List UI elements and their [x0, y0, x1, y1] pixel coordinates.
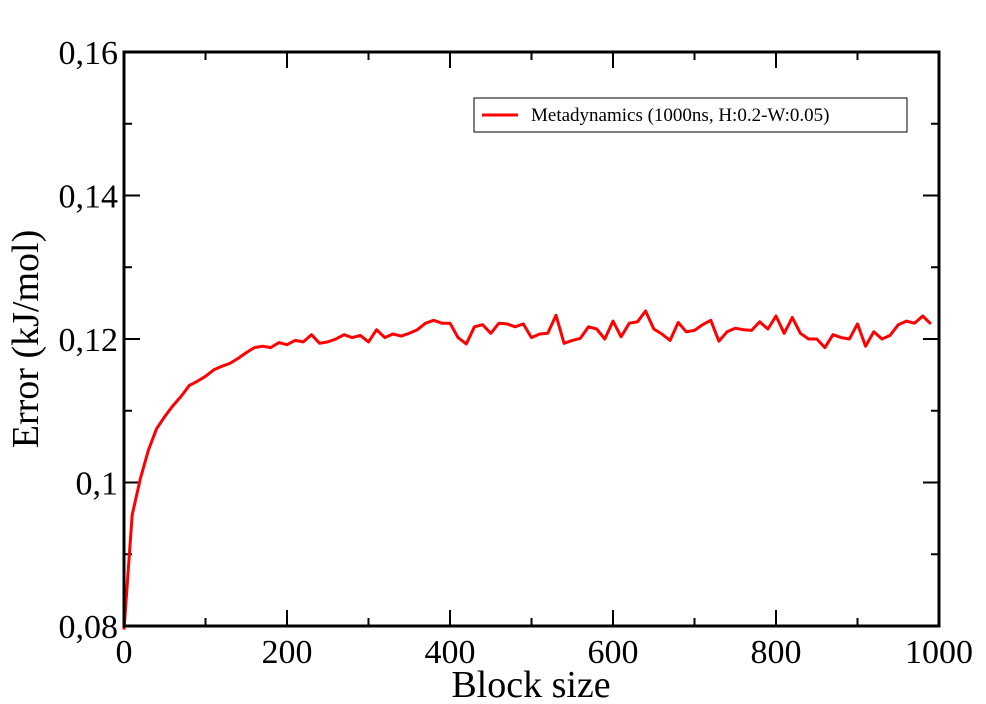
x-tick-label: 800	[751, 634, 802, 671]
x-tick-label: 200	[262, 634, 313, 671]
x-tick-label: 600	[588, 634, 639, 671]
y-tick-label: 0,1	[76, 466, 119, 503]
legend-label: Metadynamics (1000ns, H:0.2-W:0.05)	[531, 105, 830, 126]
legend: Metadynamics (1000ns, H:0.2-W:0.05)	[473, 97, 908, 133]
y-tick-label: 0,08	[59, 609, 119, 646]
series-layer	[122, 309, 932, 630]
x-tick-label: 400	[425, 634, 476, 671]
legend-box	[473, 97, 908, 133]
series-line-0	[122, 309, 932, 630]
y-tick-label: 0,16	[59, 35, 119, 72]
y-tick-label: 0,12	[59, 322, 119, 359]
x-axis-title: Block size	[451, 664, 610, 704]
y-axis-title: Error (kJ/mol)	[5, 230, 47, 448]
x-tick-label: 1000	[905, 634, 973, 671]
tick-labels: 0 200 400 600 800 1000 0,08 0,1 0,12 0,14 0,16	[59, 35, 974, 671]
x-tick-label: 0	[116, 634, 133, 671]
plot-frame	[122, 50, 941, 628]
y-tick-label: 0,14	[59, 179, 119, 216]
